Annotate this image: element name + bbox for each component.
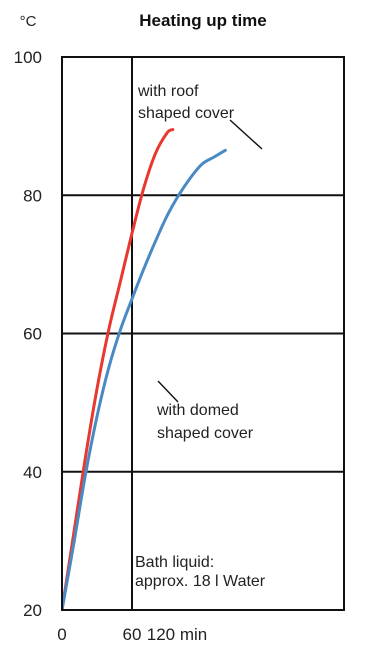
- y-tick-label: 20: [23, 601, 42, 620]
- series-line-roof-cover: [62, 128, 175, 610]
- y-tick-label: 80: [23, 186, 42, 205]
- bath-liquid-note-line: Bath liquid:: [135, 554, 214, 571]
- roof-cover-label: shaped cover: [138, 105, 235, 122]
- plot-frame: [61, 56, 345, 611]
- y-tick-labels: 20 40 60 80 100: [14, 48, 42, 620]
- x-tick-label: 120 min: [147, 625, 207, 644]
- y-tick-label: 40: [23, 463, 42, 482]
- bath-liquid-note: Bath liquid: approx. 18 l Water: [135, 554, 266, 590]
- series-group: [62, 128, 227, 610]
- domed-cover-leader: [157, 380, 179, 403]
- x-tick-labels: 0 60 120 min: [57, 625, 207, 644]
- domed-cover-label: shaped cover: [157, 425, 254, 442]
- grid-lines: [62, 57, 344, 610]
- y-tick-label: 100: [14, 48, 42, 67]
- y-tick-label: 60: [23, 325, 42, 344]
- series-line-domed-cover: [62, 148, 227, 610]
- chart-title: Heating up time: [139, 11, 267, 30]
- bath-liquid-note-line: approx. 18 l Water: [135, 573, 266, 590]
- series-annotations: with roof shaped cover with domed shaped co…: [137, 83, 263, 442]
- y-axis-unit: °C: [20, 13, 37, 30]
- domed-cover-label: with domed: [156, 402, 239, 419]
- roof-cover-leader: [229, 119, 263, 150]
- roof-cover-label: with roof: [137, 83, 199, 100]
- x-tick-label: 0: [57, 625, 66, 644]
- x-tick-label: 60: [123, 625, 142, 644]
